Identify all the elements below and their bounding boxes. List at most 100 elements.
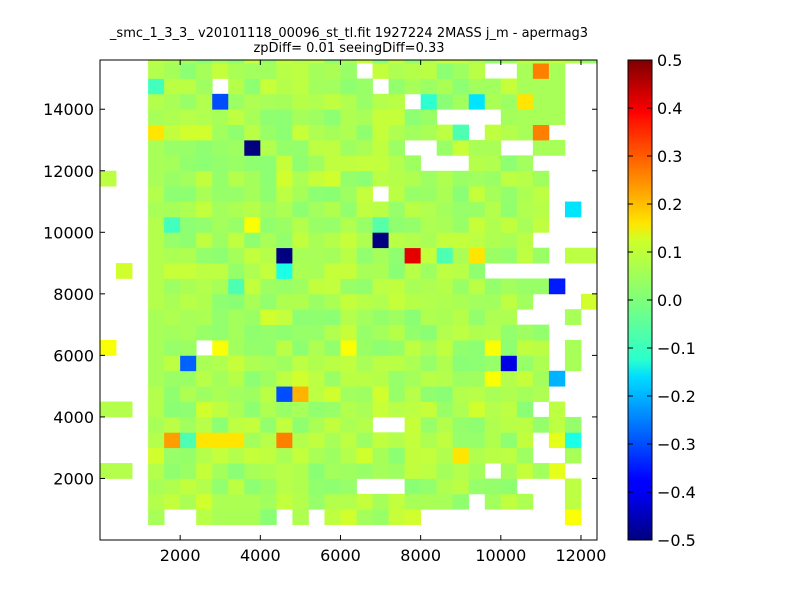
heatmap-cell xyxy=(212,247,229,264)
heatmap-cell xyxy=(324,401,341,418)
heatmap-cell xyxy=(532,109,550,126)
heatmap-cell xyxy=(388,370,406,387)
heatmap-cell xyxy=(308,232,325,249)
heatmap-cell xyxy=(340,478,357,495)
heatmap-cell xyxy=(452,247,470,264)
heatmap-cell xyxy=(228,93,245,110)
heatmap-cell xyxy=(532,278,550,295)
heatmap-cell xyxy=(260,293,277,310)
heatmap-cell xyxy=(484,401,502,418)
heatmap-cell xyxy=(500,124,518,141)
heatmap-cell xyxy=(340,463,357,479)
heatmap-cell xyxy=(196,186,213,202)
heatmap-cell xyxy=(260,278,277,295)
heatmap-cell xyxy=(516,324,534,341)
heatmap-cell xyxy=(532,63,550,79)
heatmap-cell xyxy=(260,463,277,479)
heatmap-cell xyxy=(212,186,229,202)
heatmap-cell xyxy=(564,432,582,449)
heatmap-cell xyxy=(420,232,438,249)
heatmap-cell xyxy=(148,201,165,218)
heatmap-cell xyxy=(420,340,438,356)
heatmap-cell xyxy=(148,124,165,141)
heatmap-cell xyxy=(340,170,357,187)
heatmap-cell xyxy=(436,416,454,433)
heatmap-cell xyxy=(548,401,566,418)
heatmap-cell xyxy=(244,432,261,449)
heatmap-cell xyxy=(404,324,422,341)
heatmap-cell xyxy=(212,293,229,310)
heatmap-cell xyxy=(148,355,165,372)
heatmap-cell xyxy=(372,140,389,156)
heatmap-cell xyxy=(532,201,550,218)
heatmap-cell xyxy=(212,155,229,172)
heatmap-cell xyxy=(468,340,486,356)
heatmap-cell xyxy=(340,432,357,449)
colorbar-tick-label: −0.4 xyxy=(657,483,696,502)
heatmap-cell xyxy=(324,293,341,310)
heatmap-cell xyxy=(292,263,309,279)
heatmap-cell xyxy=(164,386,181,402)
heatmap-cell xyxy=(404,463,422,479)
heatmap-cell xyxy=(180,109,197,126)
heatmap-cell xyxy=(404,124,422,141)
heatmap-cell xyxy=(420,247,438,264)
heatmap-cell xyxy=(196,109,213,126)
heatmap-cell xyxy=(308,432,325,449)
heatmap-cell xyxy=(276,293,293,310)
heatmap-cell xyxy=(452,478,470,495)
heatmap-cell xyxy=(308,63,325,79)
heatmap-cell xyxy=(164,186,181,202)
heatmap-cell xyxy=(516,60,534,64)
heatmap-cell xyxy=(516,386,534,402)
heatmap-cell xyxy=(148,370,165,387)
heatmap-cell xyxy=(308,309,325,326)
heatmap-cell xyxy=(372,401,389,418)
heatmap-cell xyxy=(276,78,293,95)
heatmap-cell xyxy=(500,247,518,264)
heatmap-cell xyxy=(452,370,470,387)
heatmap-cell xyxy=(436,170,454,187)
heatmap-cell xyxy=(244,509,261,526)
heatmap-cell xyxy=(212,263,229,279)
colorbar-tick-label: 0.2 xyxy=(657,195,682,214)
heatmap-cell xyxy=(228,509,245,526)
heatmap-cell xyxy=(388,247,406,264)
heatmap-cell xyxy=(436,232,454,249)
heatmap-cell xyxy=(148,447,165,464)
heatmap-cell xyxy=(516,340,534,356)
heatmap-cell xyxy=(420,463,438,479)
heatmap-cell xyxy=(324,63,341,79)
heatmap-cell xyxy=(276,355,293,372)
heatmap-cell xyxy=(180,93,197,110)
heatmap-cell xyxy=(308,78,325,95)
heatmap-cell xyxy=(372,93,389,110)
heatmap-cell xyxy=(452,263,470,279)
heatmap-cell xyxy=(484,340,502,356)
heatmap-cell xyxy=(356,140,373,156)
heatmap-cell xyxy=(276,93,293,110)
heatmap-cell xyxy=(436,63,454,79)
heatmap-cell xyxy=(484,293,502,310)
heatmap-cell xyxy=(260,324,277,341)
heatmap-cell xyxy=(356,155,373,172)
heatmap-cell xyxy=(164,232,181,249)
heatmap-cell xyxy=(212,370,229,387)
heatmap-cell xyxy=(340,309,357,326)
heatmap-cell xyxy=(228,216,245,233)
heatmap-cell xyxy=(308,93,325,110)
heatmap-cell xyxy=(404,493,422,510)
heatmap-cell xyxy=(388,493,406,510)
heatmap-cell xyxy=(324,232,341,249)
heatmap-cell xyxy=(388,463,406,479)
heatmap-cell xyxy=(420,401,438,418)
heatmap-cell xyxy=(548,416,566,433)
heatmap-cell xyxy=(372,463,389,479)
heatmap-cell xyxy=(404,293,422,310)
heatmap-cell xyxy=(468,447,486,464)
colorbar-axis: 0.5 0.4 0.3 0.2 0.1 0.0 −0.1 −0.2 −0.3 −0.4 −0.5 xyxy=(628,51,696,550)
heatmap-cell xyxy=(452,293,470,310)
heatmap-cell xyxy=(500,324,518,341)
heatmap-cell xyxy=(356,170,373,187)
heatmap-cell xyxy=(468,263,486,279)
